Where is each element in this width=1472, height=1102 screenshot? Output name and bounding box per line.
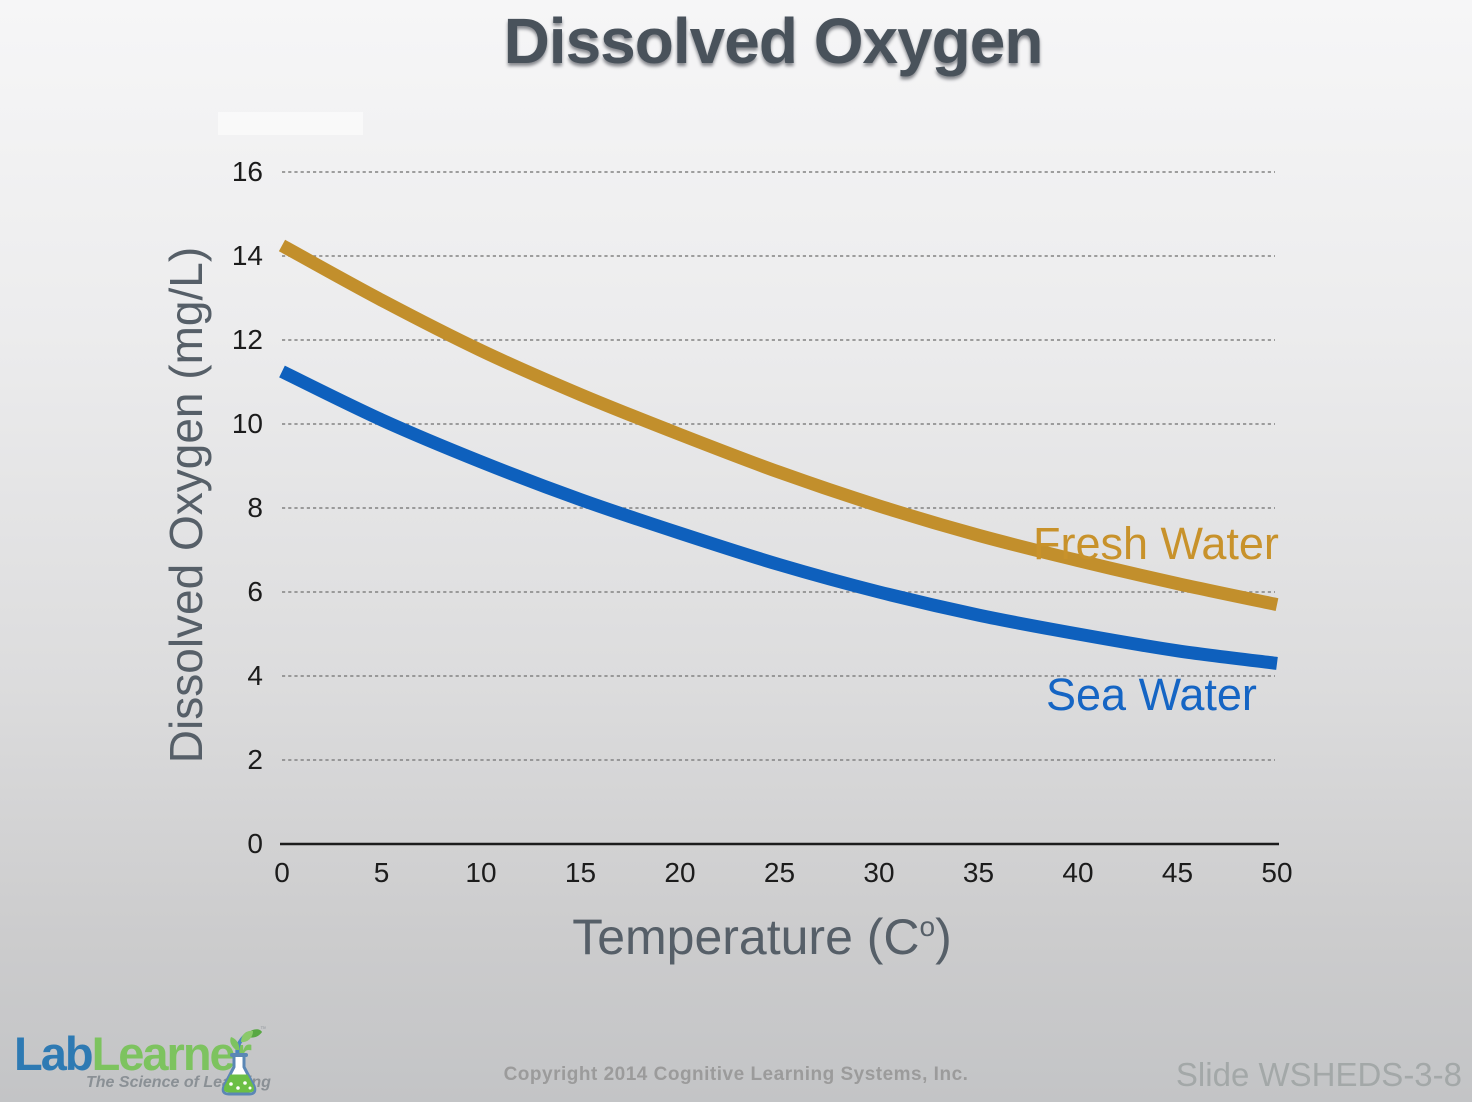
y-tick-label-2: 2 (247, 744, 263, 775)
logo-word-learner: Learner (91, 1027, 252, 1080)
y-tick-label-4: 4 (247, 660, 263, 691)
x-axis-title: Temperature (Co) (462, 908, 1062, 966)
y-tick-label-8: 8 (247, 492, 263, 523)
y-tick-label-0: 0 (247, 828, 263, 859)
plant-leaf-left (230, 1037, 240, 1050)
x-tick-label-10: 10 (465, 857, 497, 888)
logo-word-lab: Lab (14, 1027, 94, 1080)
lablearner-logo: LabLearner The Science of Learning (14, 1030, 271, 1092)
bubble (229, 1082, 233, 1086)
logo-trademark-symbol: ™ (260, 1026, 266, 1033)
y-tick-label-12: 12 (231, 324, 263, 355)
x-tick-label-20: 20 (664, 857, 696, 888)
x-tick-label-25: 25 (763, 857, 796, 888)
lablearner-wordmark: LabLearner (14, 1030, 271, 1078)
bubble (236, 1086, 240, 1090)
x-axis-title-text: Temperature (C (572, 909, 920, 965)
curve-fresh-water (278, 239, 1279, 611)
x-tick-label-15: 15 (564, 857, 597, 888)
x-axis-title-close: ) (935, 909, 952, 965)
x-tick-label-45: 45 (1161, 857, 1194, 888)
curve-sea-water (279, 365, 1278, 670)
x-tick-label-35: 35 (962, 857, 995, 888)
x-tick-label-50: 50 (1261, 857, 1293, 888)
x-tick-label-40: 40 (1062, 857, 1094, 888)
y-tick-label-6: 6 (247, 576, 263, 607)
x-tick-label-30: 30 (863, 857, 895, 888)
plant-leaf-light (241, 1030, 253, 1043)
x-axis-title-superscript: o (919, 911, 936, 942)
copyright-text: Copyright 2014 Cognitive Learning System… (503, 1064, 969, 1085)
x-tick-label-0: 0 (274, 857, 290, 888)
bubble (243, 1081, 247, 1085)
page-title: Dissolved Oxygen (503, 5, 1044, 77)
y-tick-label-14: 14 (231, 240, 263, 271)
faint-highlight-box (218, 112, 363, 135)
bubble (248, 1086, 252, 1090)
y-tick-label-16: 16 (231, 156, 263, 187)
y-tick-label-10: 10 (231, 408, 263, 439)
legend-label-fresh-water: Fresh Water (1033, 518, 1279, 569)
legend-label-sea-water: Sea Water (1046, 669, 1257, 720)
flask-liquid (223, 1074, 255, 1093)
x-tick-label-5: 5 (373, 857, 390, 888)
flask-icon: ™ (221, 1026, 266, 1096)
slide-number-label: Slide WSHEDS-3-8 (1175, 1056, 1462, 1093)
